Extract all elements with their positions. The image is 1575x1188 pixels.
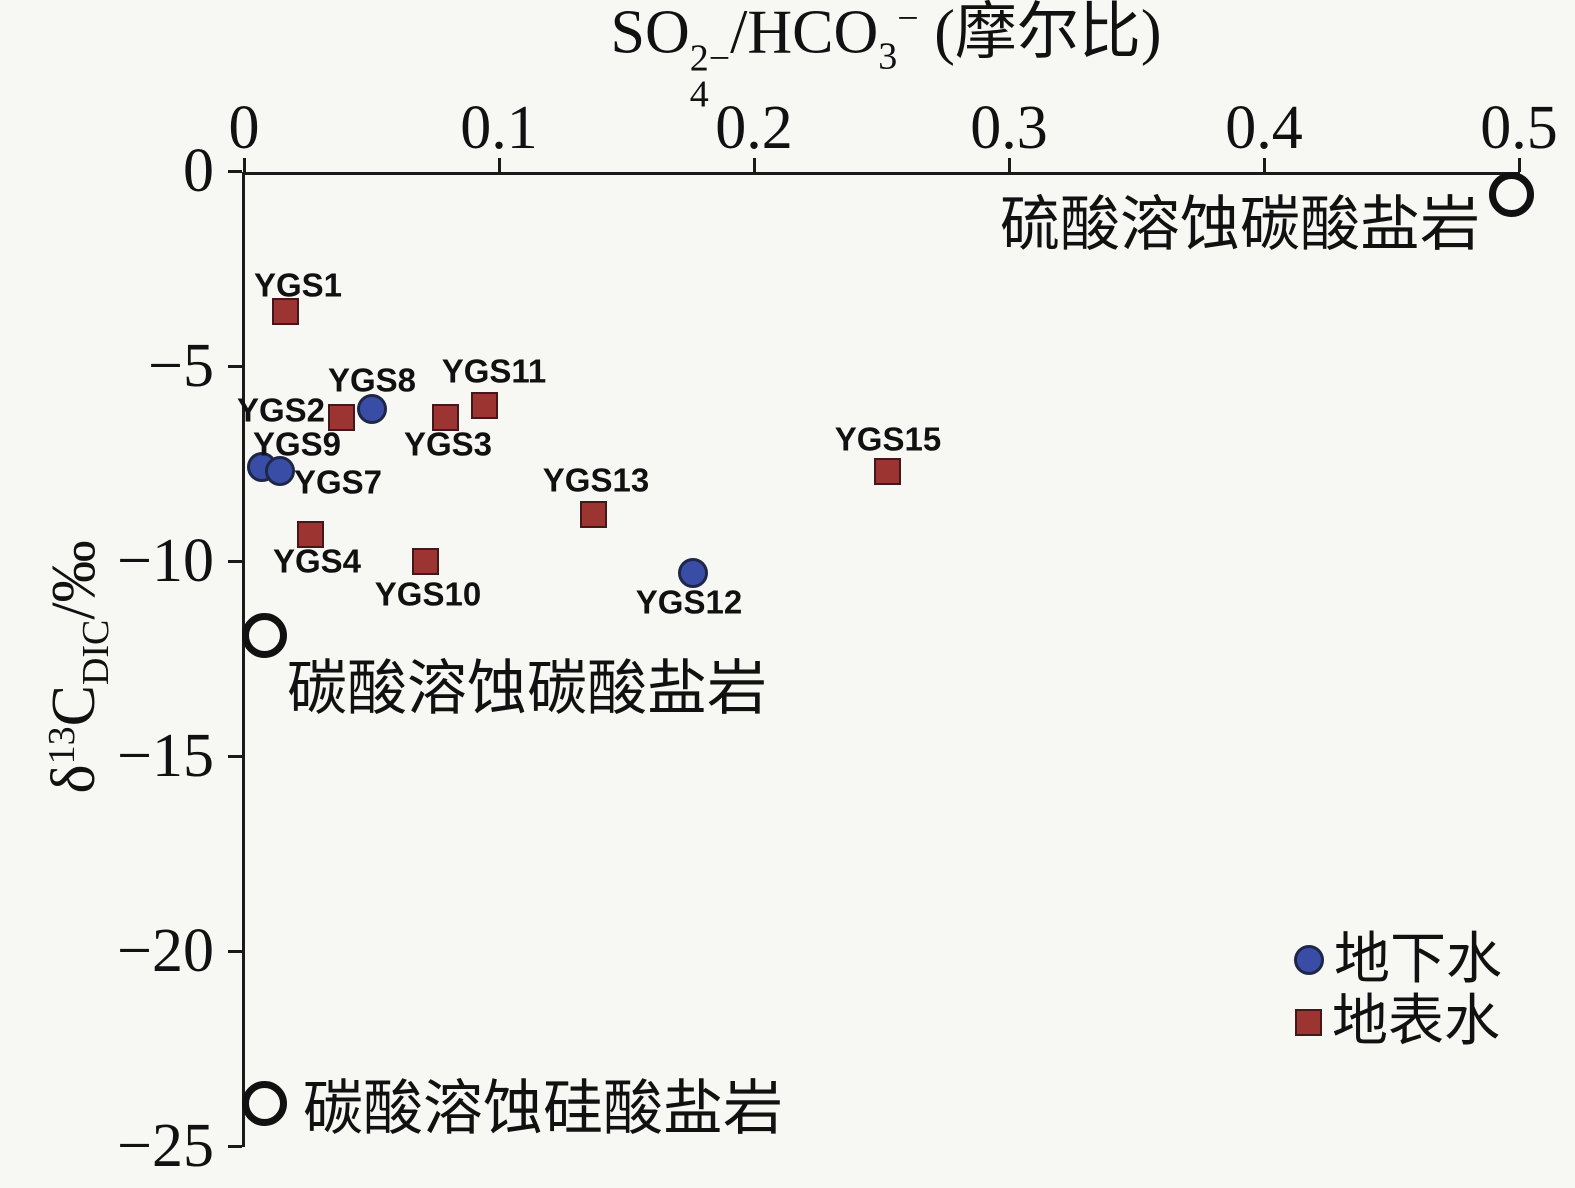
endmember-ring-2 (242, 613, 287, 658)
endmember-ring-3 (242, 1081, 287, 1126)
data-point-label-YGS10: YGS10 (374, 575, 482, 613)
data-point-YGS2 (328, 404, 355, 431)
y-title-sub1: DIC (75, 619, 117, 686)
y-axis-tick-label-−15: −15 (117, 722, 214, 790)
y-axis-tick-−5 (228, 365, 242, 368)
legend-label-groundwater: 地下水 (1334, 929, 1502, 991)
data-point-label-YGS4: YGS4 (272, 542, 362, 580)
x-title-sup: 2− (689, 37, 731, 80)
data-point-label-YGS1: YGS1 (253, 266, 343, 304)
data-point-YGS8 (357, 394, 387, 424)
endmember-label-2: 碳酸溶蚀碳酸盐岩 (287, 656, 767, 722)
y-axis-tick-label-0: 0 (183, 137, 214, 205)
data-point-label-YGS12: YGS12 (635, 583, 743, 621)
x-axis-tick-0.3 (1008, 158, 1011, 172)
data-point-label-YGS15: YGS15 (834, 420, 942, 458)
x-title-sub2: 3 (878, 35, 898, 78)
y-axis-tick-label-−10: −10 (117, 527, 214, 595)
x-axis-tick-label-0: 0 (228, 94, 260, 162)
x-axis-title: SO 2− 4/HCO3− (摩尔比) (610, 0, 1162, 116)
x-axis-tick-0 (243, 158, 246, 172)
data-point-YGS4 (297, 521, 324, 548)
x-axis-tick-0.4 (1263, 158, 1266, 172)
y-axis-tick-−25 (228, 1145, 242, 1148)
x-axis-tick-label-0.2: 0.2 (715, 94, 793, 162)
endmember-label-1: 硫酸溶蚀碳酸盐岩 (1000, 192, 1480, 258)
x-axis-tick-0.2 (753, 158, 756, 172)
legend: 地下水 地表水 (1294, 929, 1502, 1053)
x-axis-tick-label-0.3: 0.3 (970, 94, 1048, 162)
data-point-label-YGS13: YGS13 (542, 461, 650, 499)
x-title-base2: /HCO (730, 0, 879, 67)
data-point-label-YGS8: YGS8 (327, 361, 417, 399)
data-point-label-YGS2: YGS2 (236, 391, 326, 429)
data-point-YGS3 (432, 404, 459, 431)
y-title-base2: C (40, 685, 108, 727)
y-axis-tick-0 (228, 170, 242, 173)
x-axis-tick-label-0.4: 0.4 (1225, 94, 1303, 162)
x-title-supsub-stack: 2− 4 (689, 37, 731, 116)
y-axis-tick-label-−20: −20 (117, 917, 214, 985)
x-title-base3: (摩尔比) (918, 0, 1162, 67)
y-axis-tick-label-−25: −25 (117, 1112, 214, 1180)
data-point-label-YGS9: YGS9 (252, 425, 342, 463)
data-point-YGS15 (874, 458, 901, 485)
endmember-ring-1 (1489, 172, 1534, 217)
data-point-YGS11 (471, 392, 498, 419)
groundwater-circle-marker-icon (1294, 945, 1324, 975)
data-point-label-YGS3: YGS3 (403, 425, 493, 463)
surfacewater-square-marker-icon (1295, 1008, 1322, 1036)
x-axis-line (242, 172, 1520, 175)
legend-item-groundwater: 地下水 (1294, 929, 1502, 991)
x-axis-tick-0.5 (1518, 158, 1521, 172)
y-axis-line (242, 172, 245, 1147)
data-point-YGS13 (580, 501, 607, 528)
x-axis-tick-0.1 (498, 158, 501, 172)
y-axis-tick-label-−5: −5 (148, 332, 214, 400)
y-axis-tick-−20 (228, 950, 242, 953)
data-point-YGS7 (265, 456, 295, 486)
data-point-label-YGS7: YGS7 (293, 463, 383, 501)
y-axis-tick-−15 (228, 755, 242, 758)
x-axis-tick-label-0.5: 0.5 (1480, 94, 1558, 162)
x-title-sub: 4 (689, 73, 709, 116)
legend-item-surfacewater: 地表水 (1294, 991, 1502, 1053)
x-axis-tick-label-0.1: 0.1 (460, 94, 538, 162)
y-axis-tick-−10 (228, 560, 242, 563)
data-point-YGS10 (412, 548, 439, 575)
endmember-label-3: 碳酸溶蚀硅酸盐岩 (303, 1076, 783, 1142)
data-point-label-YGS11: YGS11 (441, 352, 547, 390)
legend-label-surfacewater: 地表水 (1332, 991, 1500, 1053)
data-point-YGS12 (678, 558, 708, 588)
x-title-base1: SO (610, 0, 690, 67)
data-point-YGS1 (272, 298, 299, 325)
x-title-sup2: − (897, 0, 919, 40)
